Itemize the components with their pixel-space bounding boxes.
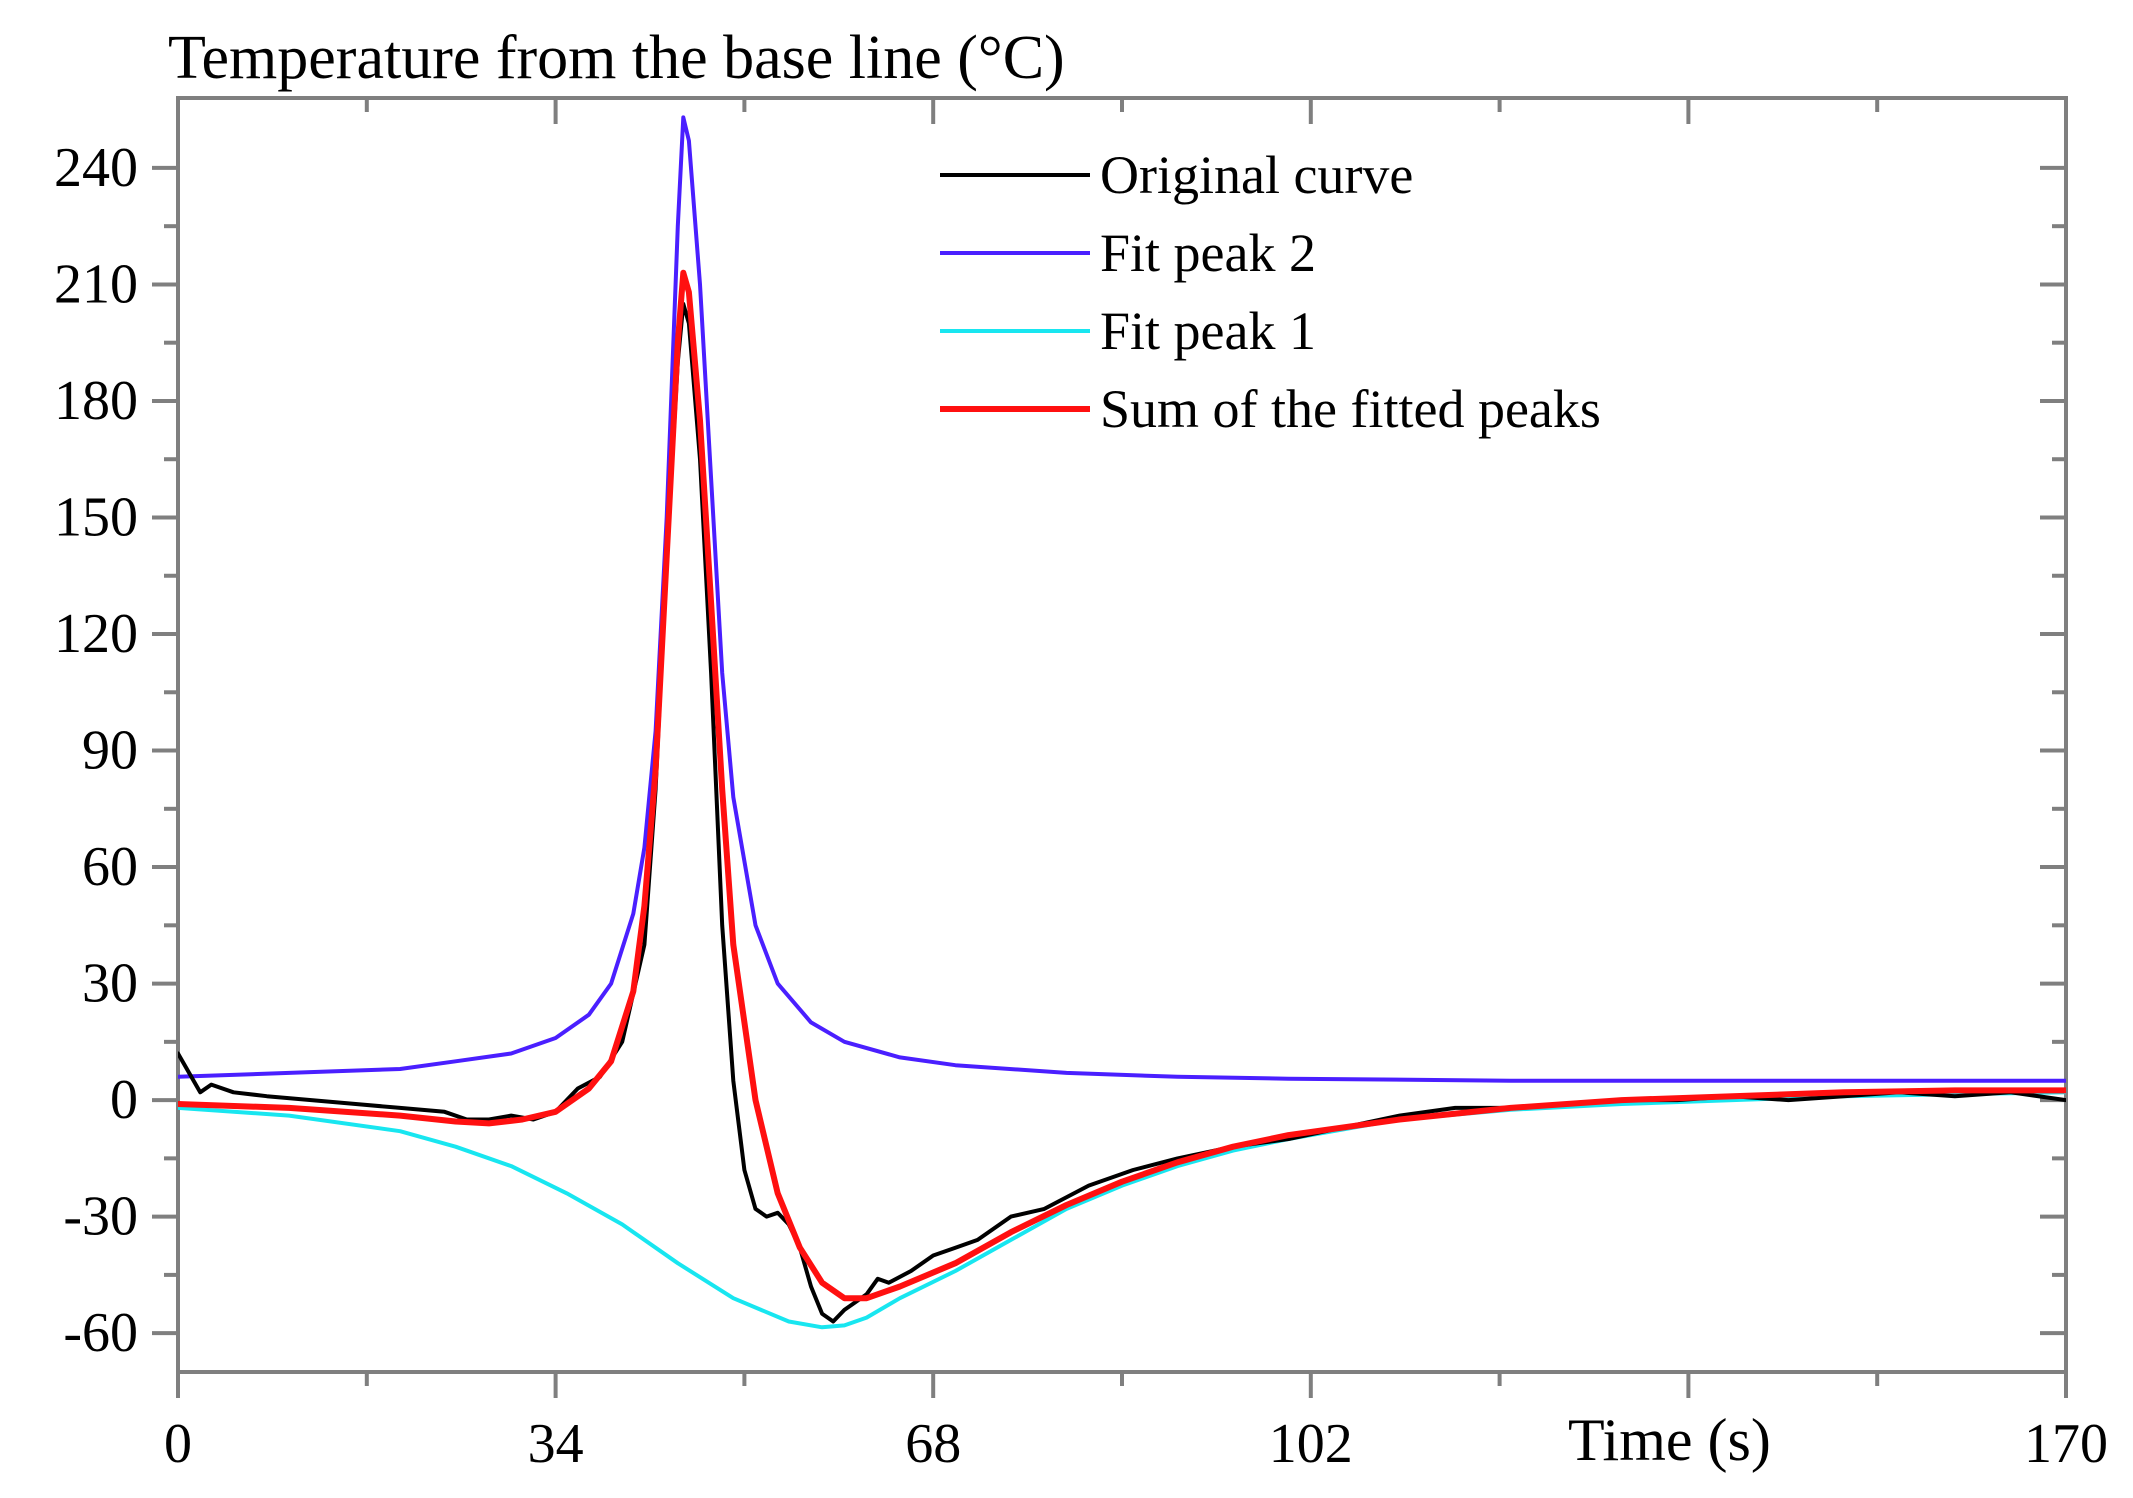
- legend-label: Original curve: [1100, 145, 1413, 205]
- y-tick-label: 30: [82, 953, 138, 1015]
- series-layer: [178, 115, 2066, 1330]
- legend-label: Fit peak 2: [1100, 223, 1316, 283]
- y-tick-label: -30: [63, 1186, 138, 1248]
- x-tick-labels: 0 34 68 102 170: [164, 1413, 2108, 1475]
- x-tick-label: 68: [905, 1413, 961, 1475]
- y-tick-label: 0: [110, 1069, 138, 1131]
- y-tick-label: 60: [82, 836, 138, 898]
- x-tick-label: 0: [164, 1413, 192, 1475]
- series-line-fit-peak-2: [178, 115, 2066, 1083]
- y-tick-label: 150: [54, 486, 138, 548]
- x-tick-label: 102: [1269, 1413, 1353, 1475]
- series-line-sum-of-the-fitted-peaks: [178, 269, 2066, 1302]
- series-line-original-curve: [178, 301, 2066, 1324]
- y-tick-labels: 240 210 180 150 120 90 60 30 0 -30 -60: [54, 137, 138, 1364]
- x-axis-label: Time (s): [1568, 1407, 1771, 1473]
- legend-label: Sum of the fitted peaks: [1100, 379, 1601, 439]
- y-tick-label: 240: [54, 137, 138, 199]
- y-tick-label: -60: [63, 1302, 138, 1364]
- chart-title: Temperature from the base line (°C): [168, 24, 1065, 92]
- y-tick-label: 210: [54, 253, 138, 315]
- x-tick-label: 170: [2024, 1413, 2108, 1475]
- series-line-fit-peak-1: [178, 1090, 2066, 1330]
- y-tick-label: 90: [82, 720, 138, 782]
- x-tick-label: 34: [528, 1413, 584, 1475]
- legend: Original curve Fit peak 2 Fit peak 1 Sum of…: [940, 145, 1601, 439]
- y-tick-label: 120: [54, 603, 138, 665]
- axis-ticks: [152, 98, 2068, 1398]
- y-tick-label: 180: [54, 370, 138, 432]
- legend-label: Fit peak 1: [1100, 301, 1316, 361]
